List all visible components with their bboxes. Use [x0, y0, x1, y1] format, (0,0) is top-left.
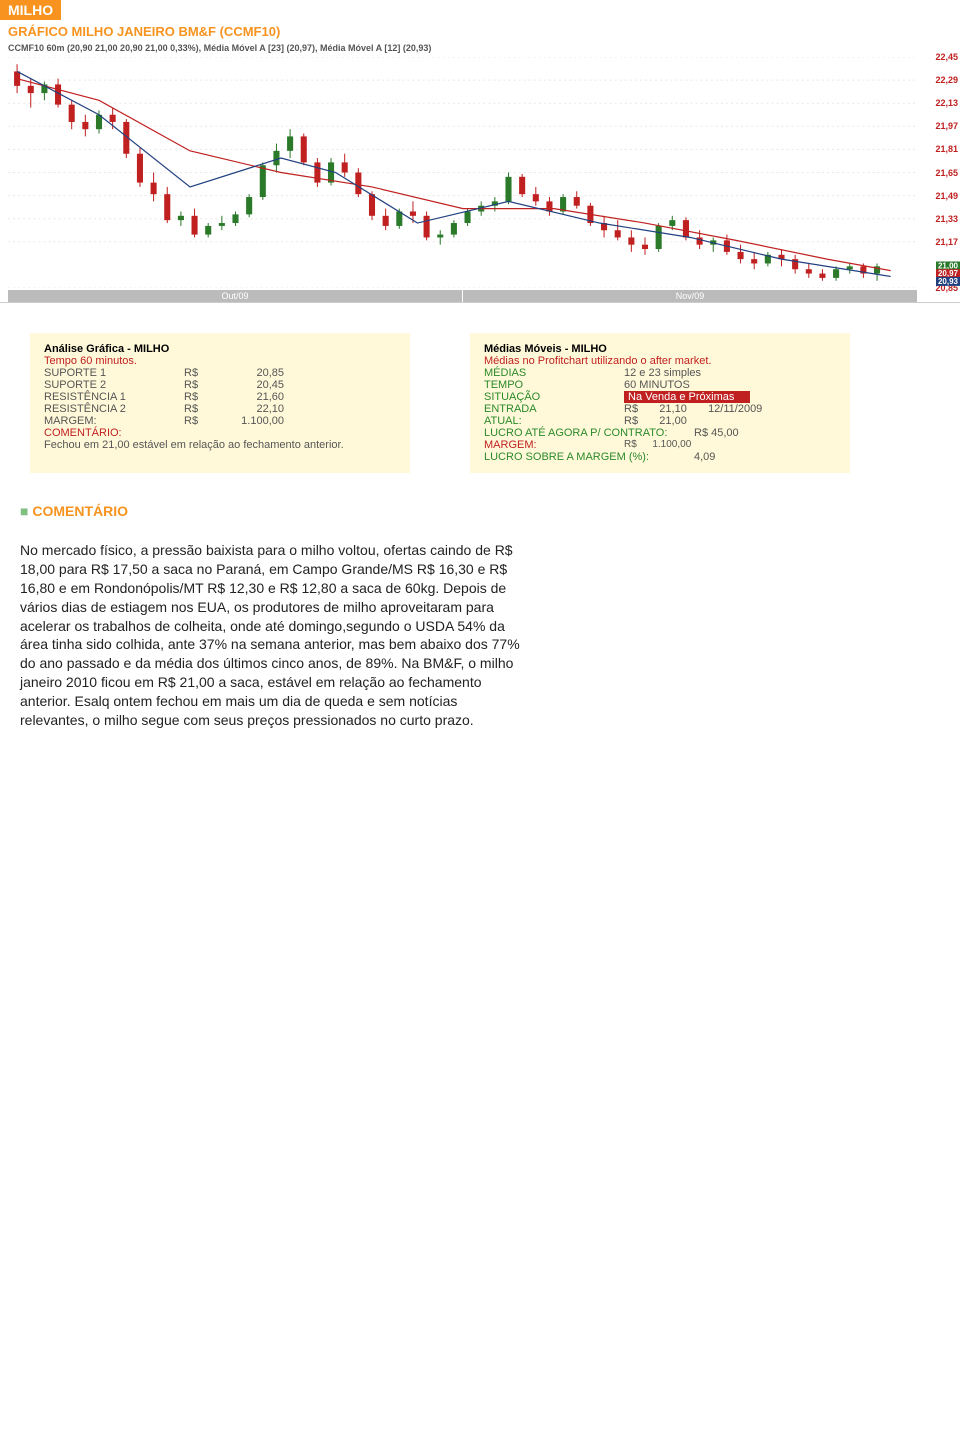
chart-svg: [8, 57, 918, 288]
medias-box: Médias Móveis - MILHO Médias no Profitch…: [470, 333, 850, 473]
medias-lucropct-lbl: LUCRO SOBRE A MARGEM (%):: [484, 451, 694, 463]
medias-atual-lbl: ATUAL:: [484, 415, 624, 427]
analise-row-cur: R$: [184, 391, 224, 403]
medias-sit-lbl: SITUAÇÃO: [484, 391, 624, 403]
medias-sit-badge: Na Venda e Próximas: [624, 391, 750, 403]
analise-box: Análise Gráfica - MILHO Tempo 60 minutos…: [30, 333, 410, 473]
chart-yaxis: 22,4522,2922,1321,9721,8121,6521,4921,33…: [920, 57, 960, 288]
analise-row-lbl: SUPORTE 2: [44, 379, 184, 391]
comentario-section: COMENTÁRIO No mercado físico, a pressão …: [0, 493, 960, 760]
comentario-body: No mercado físico, a pressão baixista pa…: [20, 541, 520, 730]
medias-medias-lbl: MÉDIAS: [484, 367, 624, 379]
medias-atual-cur: R$: [624, 415, 638, 427]
chart-canvas: [8, 57, 918, 288]
analise-row-val: 20,45: [224, 379, 284, 391]
medias-entrada-val: 21,10: [638, 403, 708, 415]
analise-row-lbl: MARGEM:: [44, 415, 184, 427]
analise-row-lbl: RESISTÊNCIA 1: [44, 391, 184, 403]
medias-entrada-lbl: ENTRADA: [484, 403, 624, 415]
analise-tempo: Tempo 60 minutos.: [44, 355, 396, 367]
medias-medias-val: 12 e 23 simples: [624, 367, 701, 379]
analise-row-cur: R$: [184, 403, 224, 415]
medias-margem-val: 1.100,00: [637, 439, 707, 451]
medias-entrada-cur: R$: [624, 403, 638, 415]
medias-subtitle: Médias no Profitchart utilizando o after…: [484, 355, 836, 367]
analise-row-val: 1.100,00: [224, 415, 284, 427]
chart-info-line: CCMF10 60m (20,90 21,00 20,90 21,00 0,33…: [0, 43, 960, 53]
price-chart: CCMF10 60m (20,90 21,00 20,90 21,00 0,33…: [0, 43, 960, 303]
analise-comentario-text: Fechou em 21,00 estável em relação ao fe…: [44, 439, 396, 451]
analise-row-val: 20,85: [224, 367, 284, 379]
medias-tempo-val: 60 MINUTOS: [624, 379, 690, 391]
info-boxes-row: Análise Gráfica - MILHO Tempo 60 minutos…: [0, 303, 960, 493]
analise-row-cur: R$: [184, 415, 224, 427]
medias-margem-lbl: MARGEM:: [484, 439, 624, 451]
analise-row-cur: R$: [184, 379, 224, 391]
chart-xaxis: Out/09Nov/09: [8, 290, 918, 302]
medias-lucro-val: R$ 45,00: [694, 427, 739, 439]
comentario-heading: COMENTÁRIO: [20, 503, 940, 519]
analise-title: Análise Gráfica - MILHO: [44, 343, 396, 355]
analise-row-lbl: RESISTÊNCIA 2: [44, 403, 184, 415]
medias-title: Médias Móveis - MILHO: [484, 343, 836, 355]
analise-row-val: 22,10: [224, 403, 284, 415]
analise-row-val: 21,60: [224, 391, 284, 403]
medias-margem-cur: R$: [624, 439, 637, 451]
section-header: MILHO: [0, 0, 61, 20]
chart-title: GRÁFICO MILHO JANEIRO BM&F (CCMF10): [0, 20, 960, 43]
medias-entrada-date: 12/11/2009: [708, 403, 762, 415]
analise-row-lbl: SUPORTE 1: [44, 367, 184, 379]
medias-tempo-lbl: TEMPO: [484, 379, 624, 391]
medias-lucro-lbl: LUCRO ATÉ AGORA P/ CONTRATO:: [484, 427, 694, 439]
analise-row-cur: R$: [184, 367, 224, 379]
medias-lucropct-val: 4,09: [694, 451, 715, 463]
analise-comentario-label: COMENTÁRIO:: [44, 427, 396, 439]
medias-atual-val: 21,00: [638, 415, 708, 427]
